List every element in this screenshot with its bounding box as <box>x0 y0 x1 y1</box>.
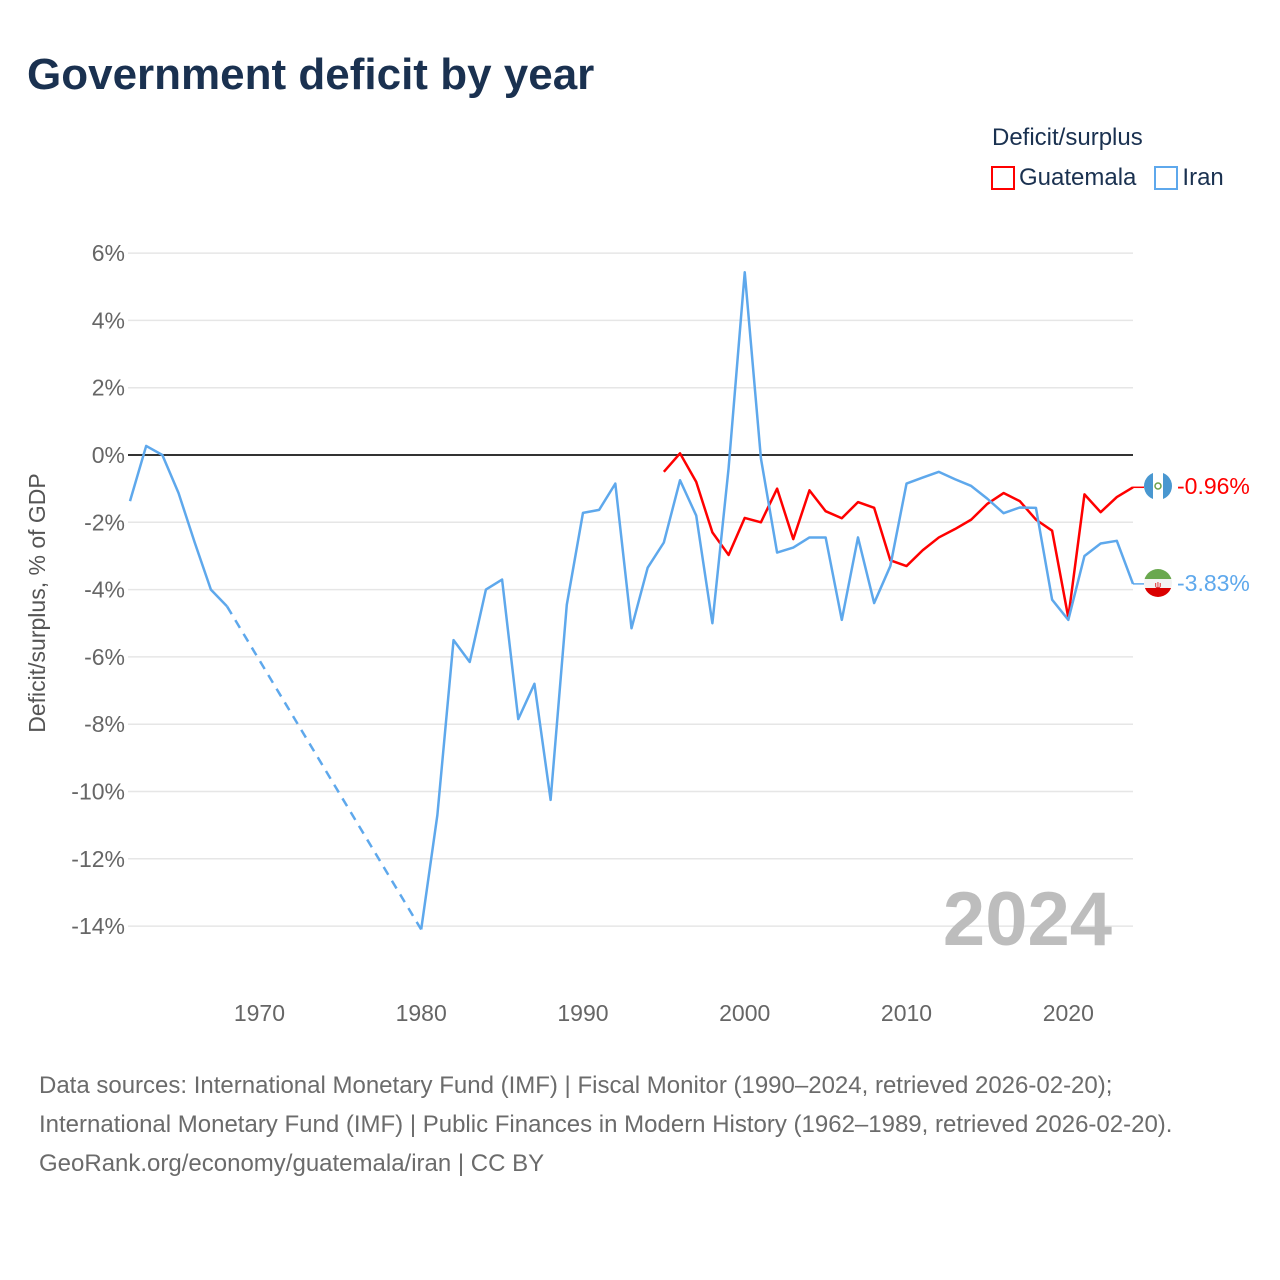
iran-flag-icon: ψ <box>1144 569 1172 597</box>
y-tick-label: -12% <box>71 846 125 872</box>
x-tick-label: 2020 <box>1043 1000 1094 1026</box>
svg-text:ψ: ψ <box>1155 580 1161 590</box>
x-tick-label: 1990 <box>557 1000 608 1026</box>
legend-item-iran[interactable]: Iran <box>1154 164 1224 192</box>
footer: Data sources: International Monetary Fun… <box>39 1066 1239 1183</box>
legend-label: Guatemala <box>1019 164 1137 191</box>
y-tick-label: -6% <box>84 644 125 670</box>
y-tick-label: 0% <box>92 442 125 468</box>
y-tick-label: -10% <box>71 779 125 805</box>
legend: Deficit/surplus Guatemala Iran <box>991 124 1224 192</box>
legend-swatch-guatemala <box>991 166 1015 190</box>
x-tick-label: 2010 <box>881 1000 932 1026</box>
guatemala-end-label: -0.96% <box>1177 473 1250 499</box>
legend-swatch-iran <box>1154 166 1179 190</box>
legend-item-guatemala[interactable]: Guatemala <box>991 164 1136 192</box>
iran-gap-line <box>225 605 423 931</box>
iran-series-line <box>419 271 1135 930</box>
x-tick-label: 1970 <box>234 1000 285 1026</box>
y-axis-label: Deficit/surplus, % of GDP <box>24 473 50 732</box>
data-sources: Data sources: International Monetary Fun… <box>39 1072 1173 1138</box>
y-tick-label: -2% <box>84 509 125 535</box>
x-tick-label: 2000 <box>719 1000 770 1026</box>
credit-link[interactable]: GeoRank.org/economy/guatemala/iran | CC … <box>39 1150 545 1177</box>
legend-title: Deficit/surplus <box>992 124 1143 151</box>
y-tick-label: 2% <box>92 375 125 401</box>
guatemala-series-line <box>662 452 1134 619</box>
legend-label: Iran <box>1182 164 1224 191</box>
x-tick-label: 1980 <box>396 1000 447 1026</box>
iran-end-label: -3.83% <box>1177 570 1250 596</box>
guatemala-flag-icon <box>1144 472 1172 500</box>
chart-title: Government deficit by year <box>27 50 595 99</box>
year-watermark: 2024 <box>943 877 1112 962</box>
y-tick-label: 4% <box>92 307 125 333</box>
y-tick-label: 6% <box>92 240 125 266</box>
y-tick-label: -4% <box>84 577 125 603</box>
y-tick-label: -14% <box>71 913 125 939</box>
y-tick-label: -8% <box>84 711 125 737</box>
iran-series-line <box>128 444 228 608</box>
